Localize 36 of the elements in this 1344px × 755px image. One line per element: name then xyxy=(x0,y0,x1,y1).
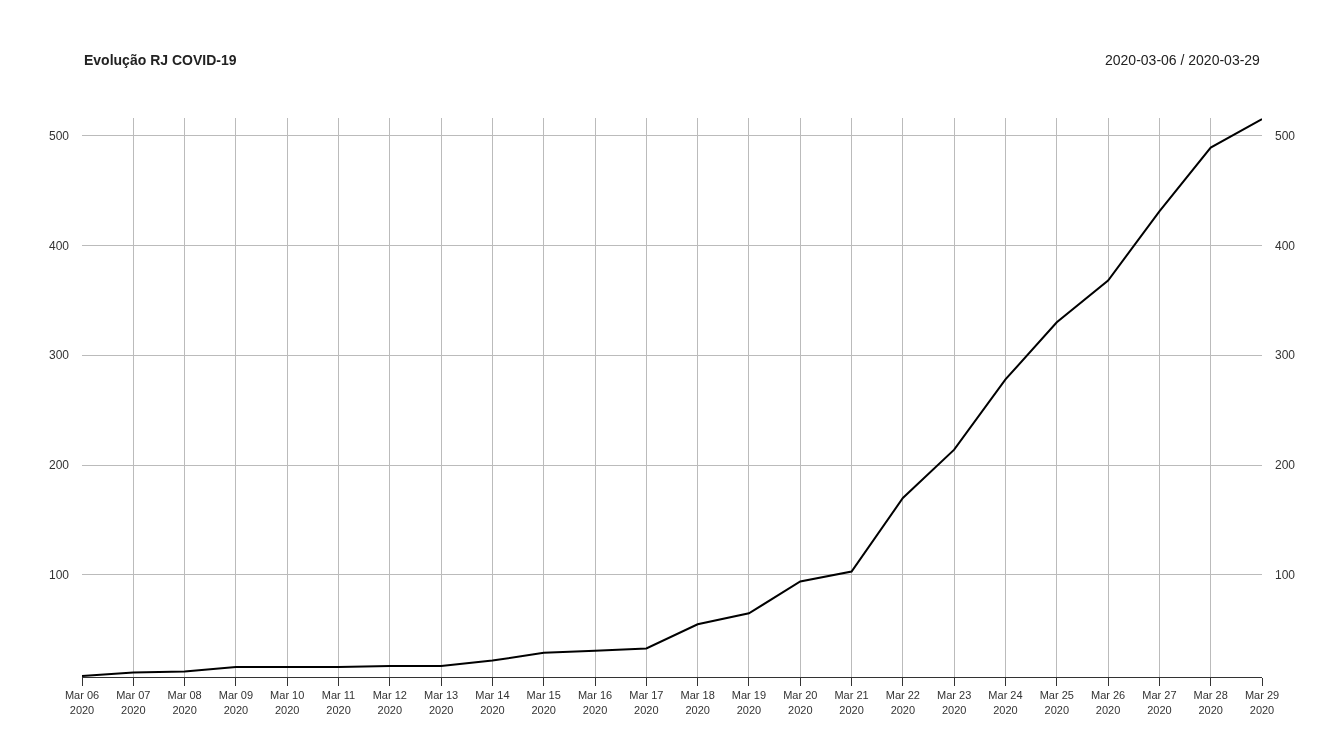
x-tick-label: Mar 28 2020 xyxy=(1193,689,1228,716)
x-tick-label: Mar 15 2020 xyxy=(526,689,561,716)
x-tick-label: Mar 24 2020 xyxy=(988,689,1023,716)
y2-tick-label: 100 xyxy=(1275,568,1296,583)
x-tick-label: Mar 29 2020 xyxy=(1244,689,1280,716)
x-tick-label: Mar 18 2020 xyxy=(680,689,715,716)
x-tick-label: Mar 19 2020 xyxy=(731,689,767,716)
x-tick-label: Mar 13 2020 xyxy=(424,689,459,716)
y-tick-label: 500 xyxy=(48,128,70,143)
x-tick-label: Mar 12 2020 xyxy=(372,689,407,716)
x-tick-label: Mar 27 2020 xyxy=(1142,689,1177,716)
x-tick-label: Mar 26 2020 xyxy=(1090,689,1126,716)
y2-tick-label: 300 xyxy=(1275,348,1296,363)
x-tick-label: Mar 23 2020 xyxy=(937,689,972,716)
chart-subtitle: 2020-03-06 / 2020-03-29 xyxy=(1105,52,1261,68)
x-tick-label: Mar 06 2020 xyxy=(64,689,100,716)
chart-title: Evolução RJ COVID-19 xyxy=(84,52,237,68)
x-tick-label: Mar 25 2020 xyxy=(1039,689,1074,716)
x-tick-label: Mar 22 2020 xyxy=(885,689,920,716)
x-tick-label: Mar 17 2020 xyxy=(629,689,664,716)
x-tick-label: Mar 21 2020 xyxy=(834,689,869,716)
x-tick-label: Mar 16 2020 xyxy=(577,689,613,716)
y-tick-label: 300 xyxy=(48,348,70,363)
x-tick-label: Mar 10 2020 xyxy=(270,689,305,716)
x-tick-label: Mar 08 2020 xyxy=(167,689,202,716)
y-tick-label: 100 xyxy=(48,568,70,583)
y2-tick-label: 500 xyxy=(1275,128,1296,143)
x-tick-label: Mar 14 2020 xyxy=(475,689,510,716)
x-tick-label: Mar 20 2020 xyxy=(783,689,818,716)
y2-tick-label: 200 xyxy=(1275,458,1296,473)
x-tick-label: Mar 11 2020 xyxy=(321,689,356,716)
y2-tick-label: 400 xyxy=(1275,238,1296,253)
x-tick-label: Mar 09 2020 xyxy=(218,689,254,716)
y-tick-label: 400 xyxy=(48,238,70,253)
y-tick-label: 200 xyxy=(48,458,70,473)
x-tick-label: Mar 07 2020 xyxy=(116,689,151,716)
